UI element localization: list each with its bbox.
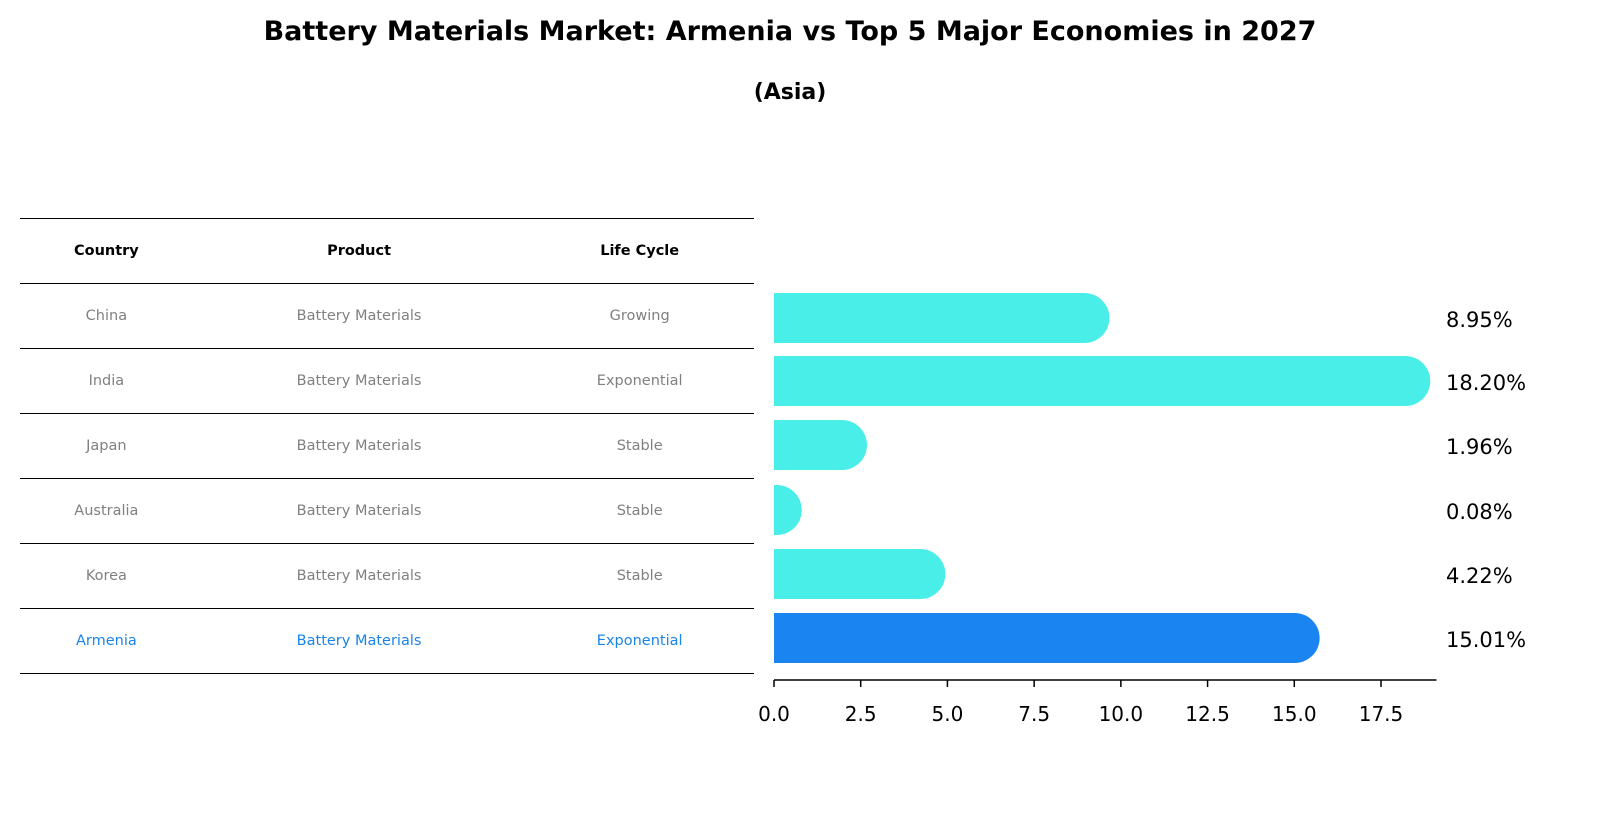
cell-country: Japan — [20, 413, 193, 479]
cell-country: Korea — [20, 543, 193, 609]
table-row: Australia Battery Materials Stable — [20, 478, 754, 544]
x-tick-label: 10.0 — [1099, 702, 1144, 726]
cell-life-cycle: Stable — [525, 413, 754, 479]
cell-life-cycle: Stable — [525, 543, 754, 609]
bar-india — [774, 356, 1431, 406]
bar-value-label: 1.96% — [1446, 435, 1513, 459]
bar-china — [774, 293, 1110, 343]
cell-product: Battery Materials — [192, 283, 526, 349]
table-row: Armenia Battery Materials Exponential — [20, 608, 754, 674]
header-product: Product — [192, 218, 526, 284]
cell-country: Australia — [20, 478, 193, 544]
x-tick-label: 0.0 — [758, 702, 790, 726]
bar-value-label: 8.95% — [1446, 308, 1513, 332]
bar-korea — [774, 549, 946, 599]
cell-product: Battery Materials — [192, 348, 526, 414]
bar-value-label: 18.20% — [1446, 371, 1526, 395]
bar-armenia — [774, 613, 1320, 663]
x-tick-label: 2.5 — [845, 702, 877, 726]
chart-subtitle: (Asia) — [753, 80, 827, 105]
table-header-row: Country Product Life Cycle — [20, 218, 754, 284]
bar-value-label: 0.08% — [1446, 500, 1513, 524]
bar-australia — [774, 485, 802, 535]
table-row: India Battery Materials Exponential — [20, 348, 754, 414]
header-life-cycle: Life Cycle — [525, 218, 754, 284]
table-row: China Battery Materials Growing — [20, 283, 754, 349]
x-tick-label: 7.5 — [1018, 702, 1050, 726]
chart-title: Battery Materials Market: Armenia vs Top… — [263, 16, 1317, 47]
cell-country: Armenia — [20, 608, 193, 674]
table-row: Korea Battery Materials Stable — [20, 543, 754, 609]
cell-life-cycle: Stable — [525, 478, 754, 544]
header-country: Country — [20, 218, 193, 284]
x-tick-label: 12.5 — [1185, 702, 1230, 726]
x-tick-label: 5.0 — [932, 702, 964, 726]
cell-product: Battery Materials — [192, 478, 526, 544]
bar-value-label: 15.01% — [1446, 628, 1526, 652]
country-table: Country Product Life Cycle China Battery … — [20, 218, 754, 674]
bar-value-label: 4.22% — [1446, 564, 1513, 588]
cell-country: China — [20, 283, 193, 349]
cell-life-cycle: Growing — [525, 283, 754, 349]
cell-product: Battery Materials — [192, 608, 526, 674]
cell-life-cycle: Exponential — [525, 348, 754, 414]
x-tick-label: 17.5 — [1359, 702, 1404, 726]
bar-japan — [774, 420, 867, 470]
x-tick-label: 15.0 — [1272, 702, 1317, 726]
table-row: Japan Battery Materials Stable — [20, 413, 754, 479]
cell-life-cycle: Exponential — [525, 608, 754, 674]
cell-country: India — [20, 348, 193, 414]
